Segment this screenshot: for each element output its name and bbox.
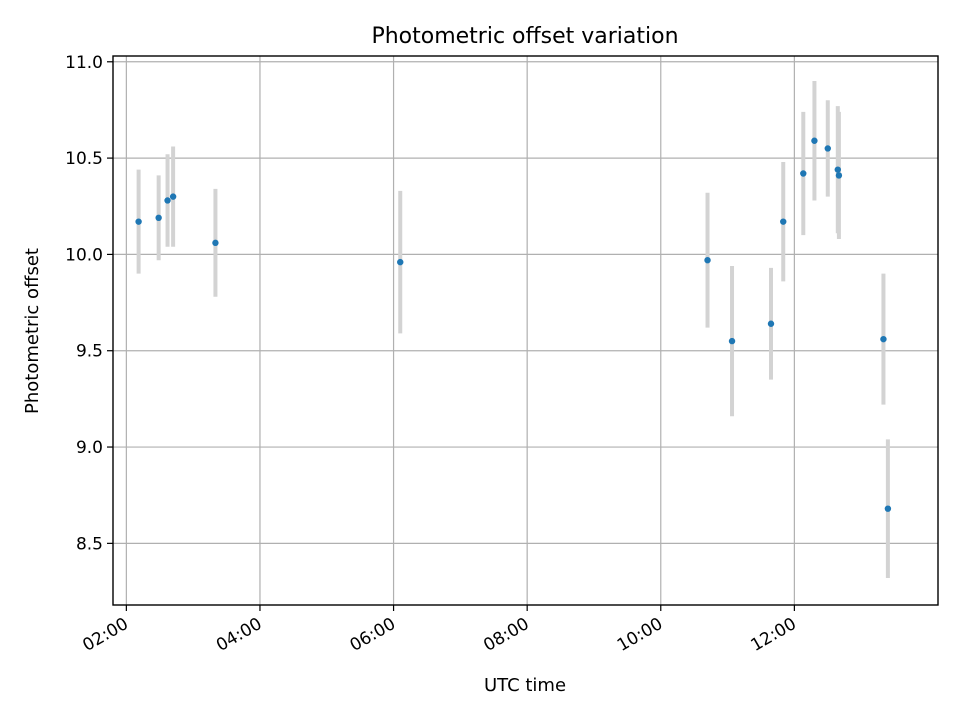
data-point — [884, 505, 892, 512]
x-tick-label: 10:00 — [614, 614, 666, 656]
y-tick-label: 10.5 — [65, 149, 103, 169]
x-tick-label: 04:00 — [213, 614, 265, 656]
chart-title: Photometric offset variation — [371, 24, 678, 49]
x-tick-label: 06:00 — [347, 614, 399, 656]
y-axis-label: Photometric offset — [22, 248, 43, 414]
y-tick-label: 8.5 — [76, 534, 103, 554]
grid-layer — [113, 56, 938, 605]
y-tick-label: 9.5 — [76, 342, 103, 362]
data-point — [169, 193, 177, 200]
data-point — [704, 256, 711, 264]
plot-frame — [112, 55, 939, 606]
data-point — [728, 337, 736, 345]
data-point — [155, 214, 162, 222]
data-point — [135, 218, 142, 225]
data-point — [212, 239, 219, 247]
data-point — [767, 320, 775, 327]
data-point — [824, 145, 831, 152]
point-layer — [135, 137, 892, 512]
data-point — [880, 335, 887, 343]
data-point — [835, 172, 843, 179]
data-point — [811, 137, 818, 144]
data-point — [834, 166, 841, 173]
x-tick-label: 12:00 — [747, 614, 799, 656]
data-point — [397, 258, 404, 266]
data-point — [780, 218, 787, 225]
tick-layer: 02:00 04:00 06:00 08:00 10:00 12:00 8.5 9.0 9.5 1… — [65, 53, 800, 656]
errorbar-layer — [136, 81, 890, 579]
x-tick-label: 08:00 — [480, 614, 532, 656]
x-tick-label: 02:00 — [79, 614, 131, 656]
x-axis-label: UTC time — [484, 675, 566, 696]
y-tick-label: 9.0 — [76, 438, 103, 458]
y-tick-label: 10.0 — [65, 245, 103, 265]
y-tick-label: 11.0 — [65, 53, 103, 73]
data-point — [164, 197, 171, 204]
data-point — [800, 170, 807, 177]
